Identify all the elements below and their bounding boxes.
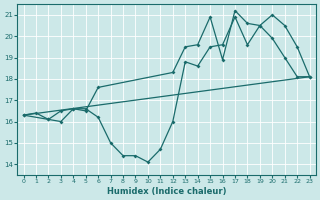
X-axis label: Humidex (Indice chaleur): Humidex (Indice chaleur) (107, 187, 226, 196)
